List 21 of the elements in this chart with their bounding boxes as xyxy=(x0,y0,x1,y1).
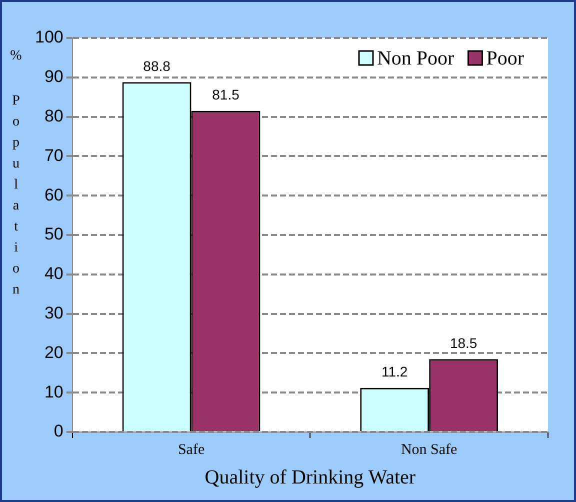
data-label: 18.5 xyxy=(450,334,478,351)
x-tick-label: Safe xyxy=(178,442,205,458)
y-tick-label: 40 xyxy=(44,264,64,284)
data-label: 88.8 xyxy=(143,58,171,74)
y-tick-label: 90 xyxy=(44,67,64,86)
x-axis-title: Quality of Drinking Water xyxy=(204,466,416,488)
text: % Population xyxy=(10,48,22,298)
y-tick-label: 70 xyxy=(44,146,64,165)
y-tick-label: 10 xyxy=(44,382,64,402)
y-tick-label: 50 xyxy=(44,224,64,244)
y-tick-label: 60 xyxy=(44,185,64,204)
data-label: 81.5 xyxy=(212,86,240,103)
y-tick-label: 30 xyxy=(44,303,64,322)
y-tick-label: 0 xyxy=(54,422,64,441)
data-label: 11.2 xyxy=(382,364,408,380)
y-tick-label: 20 xyxy=(44,342,64,362)
legend-label: Poor xyxy=(486,47,524,70)
x-tick-label: Non Safe xyxy=(400,442,458,458)
legend-label: Non Poor xyxy=(376,47,455,70)
y-tick-label: 100 xyxy=(34,28,64,47)
y-tick-label: 80 xyxy=(44,106,64,126)
